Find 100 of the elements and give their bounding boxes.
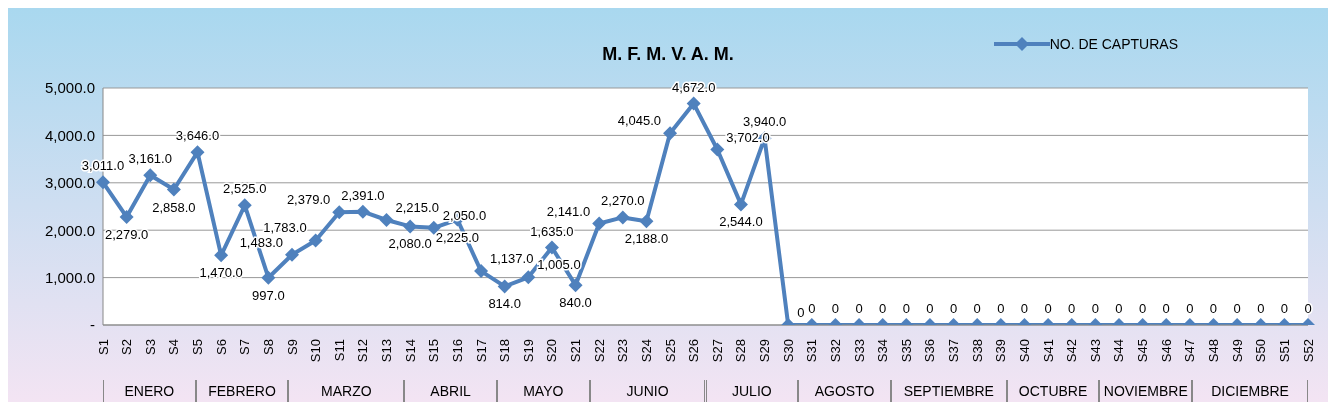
x-tick-label: S23 [615,339,631,363]
data-label: 0 [973,301,981,316]
data-label: 0 [797,305,805,320]
text: ABRIL [404,380,497,402]
data-label: 2,391.0 [341,187,385,203]
x-tick-label: S16 [449,339,465,363]
text: OCTUBRE [1006,380,1100,402]
data-label: 0 [1186,301,1194,316]
x-tick-label: S4 [166,339,182,355]
data-label: 0 [1091,301,1099,316]
text: SEPTIEMBRE [890,380,1007,402]
point [615,210,630,225]
data-label: 2,379.0 [286,192,331,208]
data-label: 2,188.0 [624,231,669,247]
data-label: 2,050.0 [442,207,487,223]
x-tick-label: S48 [1205,339,1221,363]
x-tick-label: S29 [757,339,773,363]
data-label: 4,045.0 [617,113,662,129]
point [355,204,370,219]
x-tick-label: S14 [402,339,418,363]
point [663,126,678,141]
x-tick-label: S50 [1253,339,1269,363]
data-label: 3,940.0 [742,114,787,130]
y-tick-label: 3,000.0 [44,174,95,192]
x-tick-label: S41 [1040,339,1056,363]
x-tick-label: S9 [284,339,300,355]
x-tick-label: S12 [355,339,371,363]
x-tick-label: S22 [591,339,607,363]
x-tick-label: S43 [1087,339,1103,363]
data-label: 814.0 [488,296,521,312]
x-tick-label: S35 [898,339,914,363]
point [308,233,323,248]
data-label: 0 [1044,301,1052,316]
legend-label: NO. DE CAPTURAS [1049,36,1178,52]
point [214,248,229,263]
x-tick-label: S36 [922,339,938,363]
x-tick-label: S8 [260,339,276,355]
y-tick-label: 4,000.0 [44,126,95,144]
data-label: 0 [1115,301,1123,316]
data-label: 2,858.0 [152,199,196,215]
data-label: 0 [1162,301,1170,316]
data-label: 3,161.0 [128,151,172,167]
data-label: 0 [949,301,958,316]
data-label: 2,270.0 [601,193,645,209]
point [190,145,205,160]
data-label: 0 [997,301,1005,316]
data-label: 0 [1068,301,1076,316]
point [237,198,252,213]
x-tick-label: S33 [851,339,867,363]
text: AGOSTO [798,380,891,402]
x-tick-label: S30 [780,339,796,363]
x-tick-label: S31 [804,339,820,363]
data-label: 1,783.0 [263,220,307,236]
data-label: 0 [1233,301,1241,316]
data-label: 4,672.0 [672,79,716,95]
data-label: 0 [926,301,934,316]
x-tick-label: S42 [1064,339,1080,363]
x-tick-label: S10 [308,339,324,363]
text: MARZO [288,380,405,402]
point [426,220,441,235]
text: DICIEMBRE [1192,380,1308,402]
text: NOVIEMBRE [1099,380,1193,402]
x-tick-label: S18 [497,339,513,363]
x-tick-label: S46 [1158,339,1174,363]
data-label: 0 [1209,301,1218,316]
x-tick-label: S5 [190,339,206,355]
point [166,182,181,197]
point [332,205,347,220]
x-tick-label: S2 [119,339,135,355]
x-tick-label: S17 [473,339,489,363]
x-tick-label: S38 [969,339,985,363]
x-tick-label: S34 [875,339,891,363]
data-label: 0 [1138,301,1147,316]
point [285,247,300,262]
data-label: 840.0 [559,295,592,311]
x-tick-label: S20 [544,339,560,363]
x-tick-label: S39 [993,339,1009,363]
data-label: 1,635.0 [530,223,574,239]
point [119,209,134,224]
data-label: 0 [1020,301,1029,316]
text: JUNIO [589,380,706,402]
x-tick-label: S28 [733,339,749,363]
data-label: 2,279.0 [104,226,149,242]
data-label: 2,080.0 [388,236,432,252]
x-tick-label: S24 [638,339,654,363]
y-tick-label: 1,000.0 [44,268,95,286]
text: ENERO [103,380,196,402]
point [710,142,725,157]
x-tick-label: S11 [331,339,347,362]
data-label: 3,011.0 [81,158,125,174]
x-tick-label: S25 [662,339,678,363]
text: FEBRERO [195,380,289,402]
point [639,214,654,229]
data-label: 0 [808,301,816,316]
data-label: 2,141.0 [546,203,591,219]
data-label: 0 [902,301,910,316]
y-tick-label: 5,000.0 [44,79,95,97]
data-label: 2,544.0 [719,214,763,230]
x-tick-label: S1 [95,339,111,355]
y-tick-label: - [90,316,95,334]
